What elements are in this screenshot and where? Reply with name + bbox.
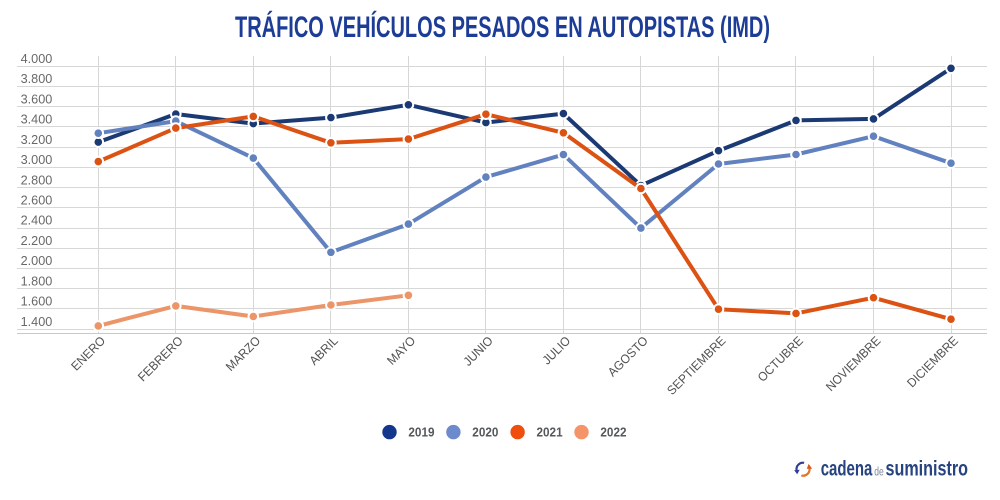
svg-text:3.000: 3.000 bbox=[21, 153, 53, 167]
svg-text:3.200: 3.200 bbox=[21, 133, 53, 147]
svg-text:2.600: 2.600 bbox=[21, 194, 53, 208]
svg-text:2.000: 2.000 bbox=[21, 254, 53, 268]
svg-text:3.600: 3.600 bbox=[21, 92, 53, 106]
svg-text:4.000: 4.000 bbox=[21, 52, 53, 66]
svg-text:de: de bbox=[874, 466, 884, 478]
svg-text:2020: 2020 bbox=[472, 425, 498, 440]
svg-text:suministro: suministro bbox=[886, 457, 969, 480]
svg-text:2.400: 2.400 bbox=[21, 214, 53, 228]
svg-text:1.800: 1.800 bbox=[21, 274, 53, 288]
svg-text:2.800: 2.800 bbox=[21, 173, 53, 187]
svg-text:1.600: 1.600 bbox=[21, 295, 53, 309]
svg-text:1.400: 1.400 bbox=[21, 315, 53, 329]
svg-text:2019: 2019 bbox=[408, 425, 434, 440]
svg-text:3.400: 3.400 bbox=[21, 113, 53, 127]
svg-text:2021: 2021 bbox=[537, 425, 563, 440]
svg-text:2022: 2022 bbox=[600, 425, 626, 440]
svg-text:cadena: cadena bbox=[821, 457, 873, 480]
svg-text:2.200: 2.200 bbox=[21, 234, 53, 248]
svg-text:TRÁFICO VEHÍCULOS PESADOS EN A: TRÁFICO VEHÍCULOS PESADOS EN AUTOPISTAS … bbox=[235, 10, 770, 44]
svg-text:3.800: 3.800 bbox=[21, 72, 53, 86]
